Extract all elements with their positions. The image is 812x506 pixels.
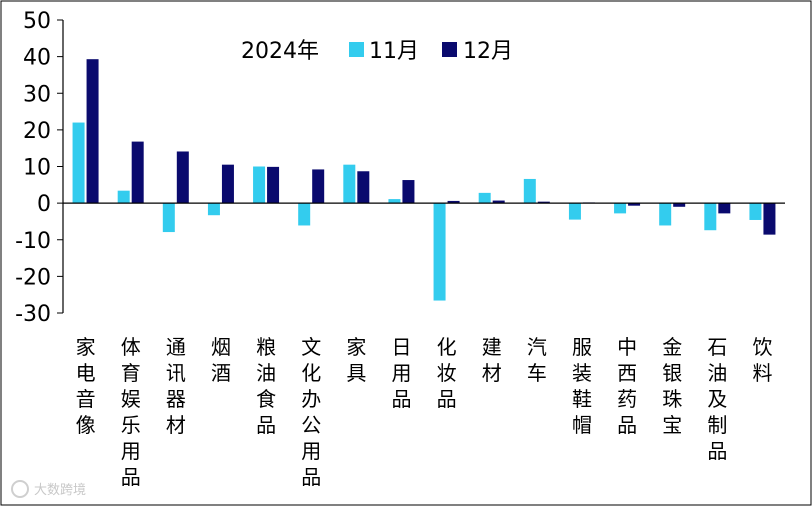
- y-tick-label: -30: [15, 302, 51, 327]
- bar-12: [537, 201, 550, 204]
- category-label: 建材: [482, 335, 502, 385]
- category-label: 日用品: [391, 335, 411, 411]
- bar-12: [312, 169, 325, 204]
- category-label: 汽车: [527, 335, 547, 385]
- y-tick-label: 30: [23, 82, 51, 107]
- y-tick-label: 50: [23, 9, 51, 34]
- bar-12: [402, 180, 415, 204]
- bar-12: [357, 171, 370, 204]
- bar-11: [614, 203, 627, 214]
- category-label: 体育娱乐用品: [121, 335, 141, 489]
- bar-12: [673, 203, 686, 207]
- bar-12: [86, 59, 99, 204]
- bar-11: [659, 203, 672, 226]
- bar-11: [433, 203, 446, 301]
- category-label: 家具: [346, 335, 366, 385]
- bar-11: [162, 203, 175, 233]
- legend-label-12: 12月: [463, 39, 513, 64]
- bar-12: [628, 203, 641, 206]
- category-label: 粮油食品: [256, 335, 276, 437]
- watermark: 大数跨境: [11, 480, 86, 498]
- bar-11: [523, 178, 536, 204]
- watermark-text: 大数跨境: [34, 483, 86, 498]
- bar-11: [117, 190, 130, 204]
- category-label: 化妆品: [437, 335, 457, 411]
- category-label: 饮料: [752, 335, 772, 385]
- bar-12: [718, 203, 731, 214]
- bar-12: [763, 203, 776, 235]
- category-labels: 家电音像 体育娱乐用品 通讯器材 烟酒 粮油食品 文化办公用品 家具 日用品 化妆品 建材汽车服装…: [76, 335, 773, 489]
- bar-11: [343, 164, 356, 204]
- bar-11: [388, 199, 401, 204]
- category-label: 家电音像: [76, 335, 96, 437]
- y-tick-label: 0: [37, 192, 51, 217]
- bar-12: [221, 164, 234, 204]
- y-tick-label: 40: [23, 46, 51, 71]
- legend: 2024年 11月 12月: [241, 39, 513, 64]
- bar-12: [267, 166, 280, 204]
- legend-title: 2024年: [241, 39, 319, 64]
- bar-11: [253, 166, 266, 204]
- y-tick-label: -10: [15, 229, 51, 254]
- bar-12: [176, 151, 189, 204]
- legend-swatch-11: [349, 42, 364, 57]
- category-label: 金银珠宝: [662, 335, 682, 437]
- bar-11: [568, 203, 581, 220]
- category-label: 服装鞋帽: [572, 335, 592, 437]
- bar-11: [207, 203, 220, 216]
- bar-11: [704, 203, 717, 231]
- y-tick-label: 20: [23, 119, 51, 144]
- y-axis-ticks: 50 40 30 20 10 0 -10 -20 -30: [15, 9, 63, 327]
- category-label: 通讯器材: [166, 335, 186, 437]
- category-label: 文化办公用品: [301, 335, 321, 489]
- bars: [72, 59, 776, 301]
- bar-11: [478, 192, 491, 204]
- watermark-logo-icon: [11, 480, 29, 498]
- y-tick-label: -20: [15, 265, 51, 290]
- legend-label-11: 11月: [369, 39, 419, 64]
- bar-11: [72, 122, 85, 204]
- category-label: 石油及制品: [707, 335, 727, 463]
- bar-12: [492, 200, 505, 204]
- category-label: 烟酒: [211, 335, 231, 385]
- bar-12: [447, 200, 460, 204]
- y-tick-label: 10: [23, 156, 51, 181]
- category-label: 中西药品: [617, 335, 637, 437]
- bar-11: [298, 203, 311, 226]
- bar-12: [131, 141, 144, 204]
- axes: [62, 20, 785, 313]
- legend-swatch-12: [442, 42, 457, 57]
- bar-11: [749, 203, 762, 220]
